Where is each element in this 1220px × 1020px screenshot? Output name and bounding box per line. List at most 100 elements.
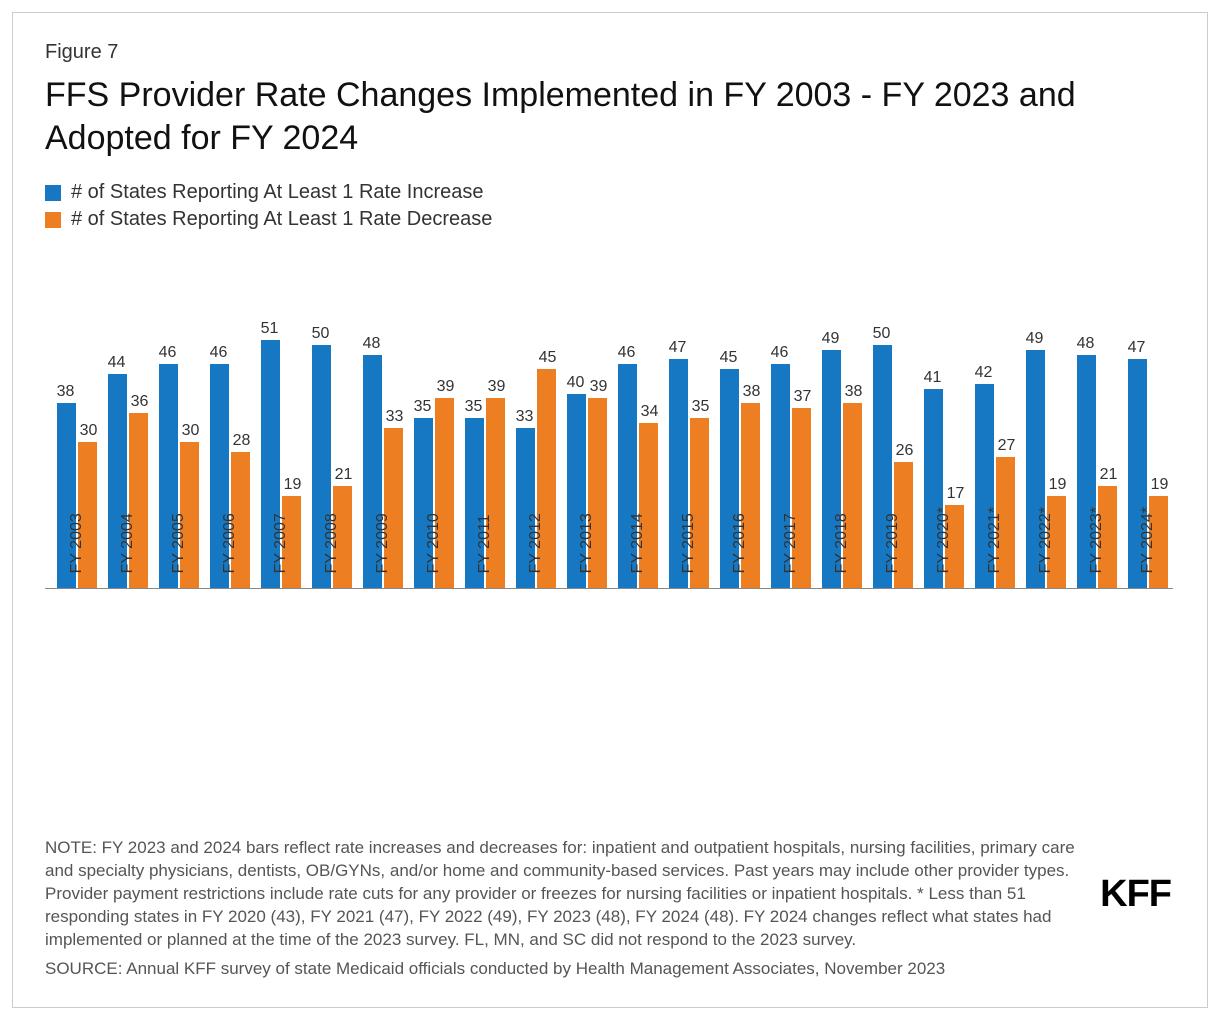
xaxis-label: FY 2015 (680, 507, 698, 573)
legend-item-decrease: # of States Reporting At Least 1 Rate De… (45, 208, 1175, 231)
xaxis-tick: FY 2023* (1071, 507, 1122, 573)
bar-value-label: 41 (918, 369, 948, 387)
bar-value-label: 44 (102, 354, 132, 372)
bar-value-label: 46 (612, 344, 642, 362)
xaxis-label: FY 2022* (1037, 507, 1055, 573)
bar-value-label: 46 (153, 344, 183, 362)
bar-value-label: 30 (176, 422, 206, 440)
legend: # of States Reporting At Least 1 Rate In… (45, 181, 1175, 231)
xaxis-label: FY 2008 (323, 507, 341, 573)
bar-chart: 3830443646304628511950214833353935393345… (45, 249, 1173, 589)
bar-value-label: 48 (1071, 335, 1101, 353)
xaxis-tick: FY 2016 (714, 507, 765, 573)
bar-value-label: 30 (74, 422, 104, 440)
figure-footer: NOTE: FY 2023 and 2024 bars reflect rate… (45, 837, 1175, 981)
xaxis-tick: FY 2014 (612, 507, 663, 573)
xaxis-tick: FY 2010 (408, 507, 459, 573)
bar-value-label: 17 (941, 485, 971, 503)
xaxis-label: FY 2018 (833, 507, 851, 573)
bar-value-label: 35 (686, 398, 716, 416)
bar-value-label: 48 (357, 335, 387, 353)
xaxis-tick: FY 2012 (510, 507, 561, 573)
xaxis-tick: FY 2015 (663, 507, 714, 573)
xaxis-label: FY 2014 (629, 507, 647, 573)
bar-value-label: 46 (765, 344, 795, 362)
bar-value-label: 21 (329, 466, 359, 484)
xaxis-label: FY 2024* (1139, 507, 1157, 573)
xaxis-label: FY 2017 (782, 507, 800, 573)
bar-value-label: 37 (788, 388, 818, 406)
bar-value-label: 47 (1122, 339, 1152, 357)
legend-swatch-increase (45, 185, 61, 201)
xaxis-tick: FY 2008 (306, 507, 357, 573)
bar-value-label: 38 (737, 383, 767, 401)
bar-value-label: 33 (380, 408, 410, 426)
bar-value-label: 49 (816, 330, 846, 348)
bar-value-label: 45 (714, 349, 744, 367)
legend-item-increase: # of States Reporting At Least 1 Rate In… (45, 181, 1175, 204)
bar-value-label: 39 (431, 378, 461, 396)
xaxis-tick: FY 2005 (153, 507, 204, 573)
xaxis-tick: FY 2022* (1020, 507, 1071, 573)
xaxis-label: FY 2011 (476, 507, 494, 573)
xaxis-tick: FY 2020* (918, 507, 969, 573)
bar-value-label: 46 (204, 344, 234, 362)
xaxis-label: FY 2020* (935, 507, 953, 573)
bar-value-label: 39 (482, 378, 512, 396)
xaxis-tick: FY 2007 (255, 507, 306, 573)
figure-number: Figure 7 (45, 41, 1175, 64)
xaxis-label: FY 2016 (731, 507, 749, 573)
bar-value-label: 27 (992, 437, 1022, 455)
bar-value-label: 34 (635, 403, 665, 421)
xaxis-tick: FY 2024* (1122, 507, 1173, 573)
bar-value-label: 33 (510, 408, 540, 426)
xaxis-tick: FY 2013 (561, 507, 612, 573)
x-axis: FY 2003 FY 2004 FY 2005 FY 2006 FY 2007 FY 20… (45, 507, 1173, 573)
source-text: SOURCE: Annual KFF survey of state Medic… (45, 958, 1175, 981)
xaxis-label: FY 2013 (578, 507, 596, 573)
bar-value-label: 35 (459, 398, 489, 416)
bar-value-label: 19 (278, 476, 308, 494)
note-block: NOTE: FY 2023 and 2024 bars reflect rate… (45, 837, 1175, 952)
bar-value-label: 49 (1020, 330, 1050, 348)
bar-value-label: 50 (306, 325, 336, 343)
xaxis-label: FY 2003 (68, 507, 86, 573)
legend-label-decrease: # of States Reporting At Least 1 Rate De… (71, 208, 492, 231)
xaxis-label: FY 2019 (884, 507, 902, 573)
xaxis-tick: FY 2006 (204, 507, 255, 573)
xaxis-tick: FY 2004 (102, 507, 153, 573)
xaxis-tick: FY 2021* (969, 507, 1020, 573)
bar-value-label: 50 (867, 325, 897, 343)
xaxis-label: FY 2005 (170, 507, 188, 573)
bar-value-label: 38 (51, 383, 81, 401)
xaxis-label: FY 2007 (272, 507, 290, 573)
xaxis-tick: FY 2017 (765, 507, 816, 573)
xaxis-label: FY 2010 (425, 507, 443, 573)
note-text: NOTE: FY 2023 and 2024 bars reflect rate… (45, 837, 1088, 952)
bar-value-label: 36 (125, 393, 155, 411)
xaxis-tick: FY 2009 (357, 507, 408, 573)
xaxis-tick: FY 2018 (816, 507, 867, 573)
bar-value-label: 51 (255, 320, 285, 338)
xaxis-label: FY 2006 (221, 507, 239, 573)
legend-label-increase: # of States Reporting At Least 1 Rate In… (71, 181, 483, 204)
bar-value-label: 39 (584, 378, 614, 396)
xaxis-label: FY 2021* (986, 507, 1004, 573)
legend-swatch-decrease (45, 212, 61, 228)
bar-value-label: 35 (408, 398, 438, 416)
xaxis-tick: FY 2019 (867, 507, 918, 573)
xaxis-tick: FY 2011 (459, 507, 510, 573)
bar-value-label: 28 (227, 432, 257, 450)
bar-value-label: 19 (1145, 476, 1175, 494)
bar-value-label: 42 (969, 364, 999, 382)
xaxis-label: FY 2009 (374, 507, 392, 573)
bar-value-label: 26 (890, 442, 920, 460)
bar-value-label: 47 (663, 339, 693, 357)
xaxis-tick: FY 2003 (51, 507, 102, 573)
bar-value-label: 38 (839, 383, 869, 401)
bar-value-label: 45 (533, 349, 563, 367)
xaxis-label: FY 2004 (119, 507, 137, 573)
figure-container: Figure 7 FFS Provider Rate Changes Imple… (12, 12, 1208, 1008)
bar-value-label: 19 (1043, 476, 1073, 494)
figure-title: FFS Provider Rate Changes Implemented in… (45, 74, 1175, 159)
